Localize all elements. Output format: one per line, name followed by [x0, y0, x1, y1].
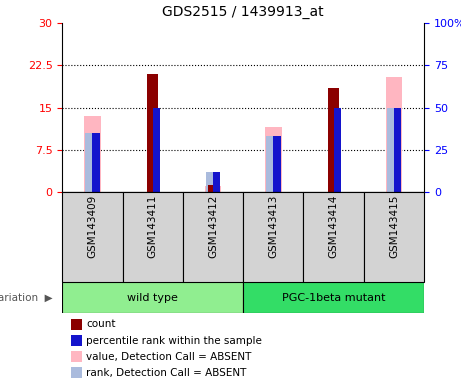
Bar: [266, 136, 273, 192]
Bar: [92, 133, 100, 192]
Bar: [147, 74, 158, 192]
Text: GSM143415: GSM143415: [389, 195, 399, 258]
Bar: [84, 116, 101, 192]
Bar: [394, 108, 401, 192]
Text: GSM143411: GSM143411: [148, 195, 158, 258]
Text: GSM143409: GSM143409: [88, 195, 97, 258]
Text: percentile rank within the sample: percentile rank within the sample: [86, 336, 262, 346]
Bar: [265, 127, 282, 192]
Bar: [213, 172, 220, 192]
Text: count: count: [86, 319, 116, 329]
Text: GSM143412: GSM143412: [208, 195, 218, 258]
Bar: [205, 186, 221, 192]
Bar: [334, 108, 341, 192]
Text: value, Detection Call = ABSENT: value, Detection Call = ABSENT: [86, 352, 252, 362]
Bar: [385, 76, 402, 192]
Text: PGC-1beta mutant: PGC-1beta mutant: [282, 293, 385, 303]
Text: rank, Detection Call = ABSENT: rank, Detection Call = ABSENT: [86, 368, 247, 378]
Title: GDS2515 / 1439913_at: GDS2515 / 1439913_at: [162, 5, 324, 19]
Text: GSM143414: GSM143414: [329, 195, 339, 258]
Text: wild type: wild type: [127, 293, 178, 303]
Bar: [273, 136, 281, 192]
Bar: [206, 172, 213, 192]
Bar: [62, 282, 243, 313]
Bar: [153, 108, 160, 192]
Bar: [328, 88, 339, 192]
Text: GSM143413: GSM143413: [268, 195, 278, 258]
Bar: [243, 282, 424, 313]
Bar: [387, 108, 394, 192]
Bar: [183, 192, 243, 282]
Bar: [364, 192, 424, 282]
Text: genotype/variation  ▶: genotype/variation ▶: [0, 293, 53, 303]
Bar: [303, 192, 364, 282]
Bar: [62, 192, 123, 282]
Bar: [243, 192, 303, 282]
Bar: [207, 185, 219, 192]
Bar: [123, 192, 183, 282]
Bar: [85, 133, 92, 192]
